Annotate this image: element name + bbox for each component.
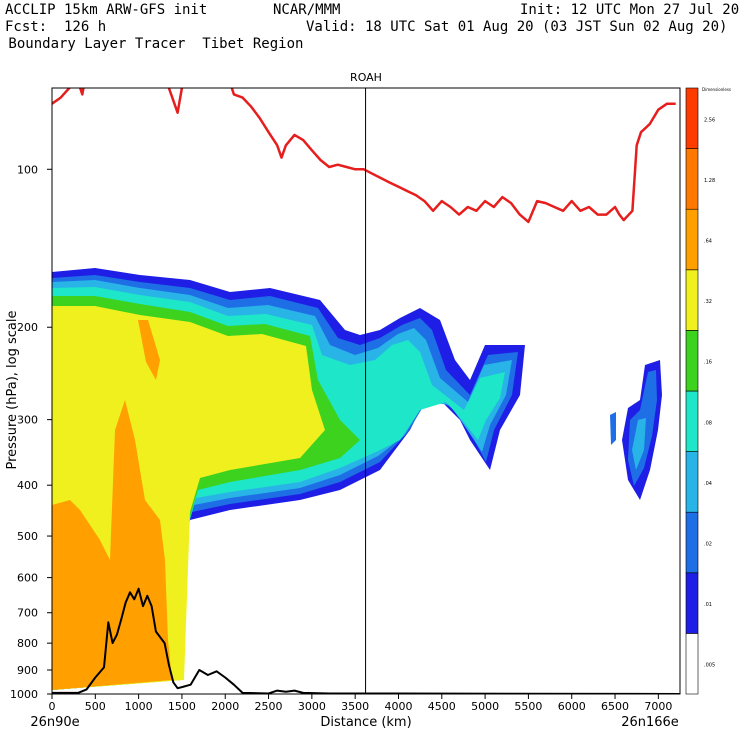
colorbar-level-label: .16 <box>704 360 712 366</box>
x-tick-label: 2000 <box>211 700 239 713</box>
colorbar-units-label: Dimensionless <box>702 87 731 92</box>
x-tick-label: 5000 <box>471 700 499 713</box>
x-end-label: 26n166e <box>621 715 679 730</box>
x-tick-label: 3500 <box>341 700 369 713</box>
colorbar-segment <box>685 330 699 392</box>
y-axis-label: Pressure (hPa), log scale <box>5 311 20 470</box>
y-tick-label: 700 <box>17 607 38 620</box>
colorbar-segment <box>685 390 699 452</box>
plot-frame <box>51 87 681 695</box>
colorbar-level-label: 1.28 <box>704 178 715 184</box>
x-tick-label: 3000 <box>298 700 326 713</box>
contour-band-plume-08 <box>632 418 646 470</box>
contour-band-speck <box>610 412 616 445</box>
colorbar-segment <box>685 572 699 634</box>
header-line1-right: Init: 12 UTC Mon 27 Jul 20 <box>520 2 740 18</box>
header-line1-mid: NCAR/MMM <box>273 2 341 18</box>
series-line-terrain <box>52 587 680 694</box>
y-tick-label: 100 <box>17 163 38 176</box>
colorbar: .005 .01 .02 .04 .08 .16 .32 .64 1.28 2.56 Dimensi… <box>685 87 731 695</box>
colorbar-segment <box>685 633 699 695</box>
x-tick-label: 0 <box>49 700 56 713</box>
x-axis-label: Distance (km) <box>320 715 411 730</box>
colorbar-level-label: .64 <box>704 239 712 245</box>
y-tick-label: 500 <box>17 530 38 543</box>
x-tick-label: 500 <box>85 700 106 713</box>
x-tick-label: 4500 <box>428 700 456 713</box>
colorbar-level-label: .04 <box>704 481 712 487</box>
y-tick-label: 200 <box>17 321 38 334</box>
colorbar-segment <box>685 451 699 513</box>
colorbar-segment <box>685 511 699 574</box>
y-tick-label: 900 <box>17 664 38 677</box>
y-tick-label: 400 <box>17 479 38 492</box>
colorbar-level-label: .02 <box>704 542 712 548</box>
x-tick-label: 1000 <box>125 700 153 713</box>
panel-label: ROAH <box>350 71 382 84</box>
tracer-contour-fills <box>52 268 662 690</box>
header-line2-right: Valid: 18 UTC Sat 01 Aug 20 (03 JST Sun … <box>306 19 728 35</box>
x-tick-label: 4000 <box>384 700 412 713</box>
contour-band-128 <box>52 400 172 690</box>
colorbar-level-label: .32 <box>704 299 712 305</box>
header-line2-left: Fcst: 126 h <box>5 19 107 35</box>
x-tick-label: 5500 <box>514 700 542 713</box>
colorbar-segment <box>685 269 699 331</box>
colorbar-level-label: .01 <box>704 602 712 608</box>
x-tick-label: 6500 <box>601 700 629 713</box>
x-start-label: 26n90e <box>30 715 79 730</box>
x-tick-label: 6000 <box>558 700 586 713</box>
colorbar-segment <box>685 208 699 271</box>
y-tick-label: 600 <box>17 572 38 585</box>
header-line1-left: ACCLIP 15km ARW-GFS init <box>5 2 208 18</box>
x-tick-label: 2500 <box>255 700 283 713</box>
colorbar-level-label: .08 <box>704 420 712 426</box>
y-tick-label: 1000 <box>10 688 38 701</box>
colorbar-segment <box>685 148 699 210</box>
colorbar-level-label: 2.56 <box>704 117 715 123</box>
series-line-tropopause <box>52 88 676 224</box>
colorbar-level-label: .005 <box>704 663 715 669</box>
contour-band-128b <box>138 320 160 380</box>
x-tick-label: 1500 <box>168 700 196 713</box>
y-tick-label: 300 <box>17 414 38 427</box>
y-tick-label: 800 <box>17 637 38 650</box>
colorbar-segment <box>685 87 699 149</box>
header-line3-left: Boundary Layer Tracer Tibet Region <box>0 36 304 52</box>
x-tick-label: 7000 <box>644 700 672 713</box>
